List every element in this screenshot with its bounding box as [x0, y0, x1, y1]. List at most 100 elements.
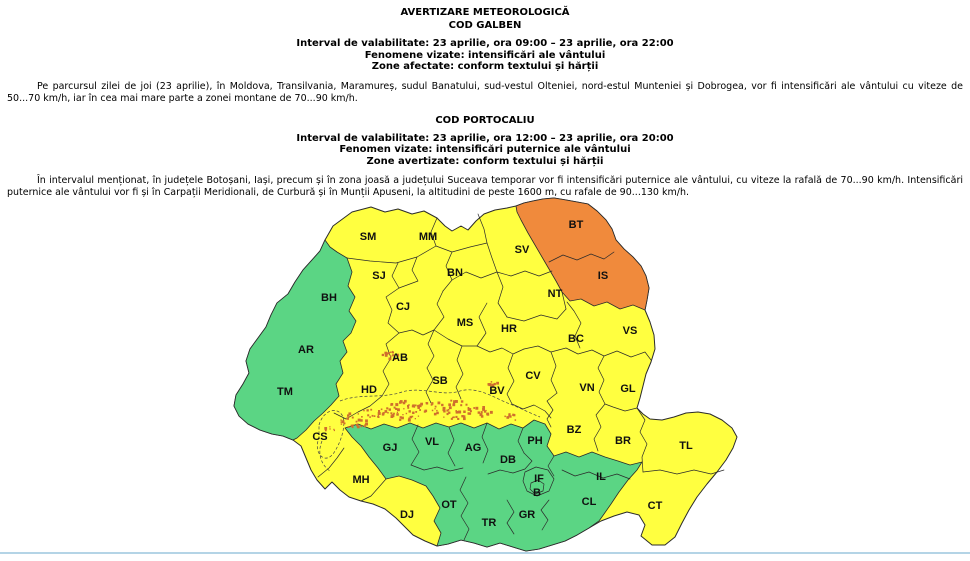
hatch-speckle [453, 400, 456, 403]
hatch-speckle [340, 419, 342, 421]
hatch-speckle [397, 355, 399, 357]
hatch-speckle [377, 412, 381, 415]
county-label-MH: MH [352, 474, 369, 486]
hatch-speckle [469, 413, 471, 415]
hatch-speckle [343, 422, 346, 425]
zone-green-west [233, 239, 357, 441]
orange-mountain-hatching [324, 350, 517, 432]
hatch-speckle [364, 423, 367, 426]
hatch-speckle [450, 417, 453, 420]
portocaliu-description: În intervalul menționat, în județele Bot… [7, 175, 963, 198]
hatch-speckle [417, 415, 420, 417]
hatch-speckle [446, 409, 449, 412]
hatch-speckle [404, 399, 407, 403]
hatch-speckle [365, 419, 368, 423]
hatch-speckle [388, 408, 391, 411]
hatch-speckle [467, 413, 469, 415]
hatch-speckle [382, 412, 385, 415]
zone-orange-northeast [515, 197, 650, 311]
hatch-speckle [458, 410, 462, 414]
hatch-speckle [425, 402, 428, 404]
hatch-speckle [436, 411, 439, 415]
hatch-speckle [414, 404, 417, 407]
hatch-speckle [355, 423, 359, 427]
galben-description: Pe parcursul zilei de joi (23 aprilie), … [7, 80, 963, 104]
hatch-speckle [348, 412, 352, 416]
cod-galben-header: Interval de valabilitate: 23 aprilie, or… [0, 38, 970, 73]
hatch-speckle [419, 409, 421, 411]
hatch-speckle [355, 420, 358, 423]
hatch-speckle [392, 354, 395, 357]
county-labels: SM MM SV BT IS SJ BN NT CJ MS HR BC VS BH AB AR TM HD SB CV… [277, 219, 693, 529]
hatch-speckle [412, 404, 415, 408]
hatch-speckle [463, 410, 466, 413]
hatch-speckle [390, 351, 392, 354]
hatch-speckle [346, 417, 349, 420]
hatch-speckle [423, 410, 426, 413]
hatch-speckle [491, 383, 495, 387]
portocaliu-interval-line: Interval de valabilitate: 23 aprilie, or… [296, 132, 674, 144]
hatch-speckle [424, 409, 428, 413]
hatch-speckle [352, 424, 354, 426]
hatch-speckle [371, 414, 374, 417]
hatch-speckle [360, 425, 363, 428]
hatch-speckle [390, 355, 392, 357]
hatch-speckle [378, 410, 381, 413]
county-label-VN: VN [579, 382, 594, 394]
hatch-speckle [483, 410, 487, 413]
county-label-SV: SV [515, 244, 530, 256]
county-label-IL: IL [596, 471, 606, 483]
hatch-speckle [509, 415, 512, 418]
hatch-speckle [352, 426, 354, 429]
hatch-speckle [407, 418, 411, 422]
hatch-speckle [467, 412, 470, 415]
hatch-speckle [431, 409, 434, 412]
cod-galben-title: COD GALBEN [448, 20, 522, 31]
hatch-speckle [506, 416, 510, 419]
hatch-speckle [417, 407, 420, 409]
hatch-speckle [366, 409, 369, 412]
county-label-TM: TM [277, 386, 293, 398]
county-label-BV: BV [489, 385, 505, 397]
hatch-speckle [482, 408, 484, 410]
hatch-speckle [407, 406, 410, 409]
county-label-GJ: GJ [383, 442, 398, 454]
hatch-speckle [461, 415, 464, 418]
hatch-speckle [402, 401, 406, 405]
hatch-speckle [390, 412, 393, 415]
hatch-speckle [357, 413, 359, 415]
hatch-speckle [333, 428, 335, 431]
hatch-speckle [409, 415, 412, 419]
hatch-speckle [399, 401, 402, 404]
hatch-speckle [434, 408, 436, 410]
county-label-BT: BT [569, 219, 584, 231]
hatch-speckle [436, 409, 438, 412]
bottom-divider-line [0, 552, 970, 554]
hatch-speckle [413, 406, 416, 408]
page-title: AVERTIZARE METEOROLOGICĂ [400, 7, 570, 18]
hatch-speckle [329, 426, 331, 428]
hatch-speckle [399, 418, 402, 421]
hatch-speckle [361, 416, 363, 418]
hatch-speckle [390, 404, 392, 406]
hatch-speckle [442, 406, 446, 410]
hatch-speckle [455, 411, 459, 414]
mountain-zone-dashed-lines [317, 389, 541, 472]
hatch-speckle [493, 382, 496, 386]
hatch-speckle [367, 414, 370, 417]
hatch-speckle [467, 407, 470, 409]
county-label-DB: DB [500, 454, 516, 466]
hatch-speckle [396, 413, 399, 416]
hatch-speckle [347, 414, 350, 417]
hatch-speckle [443, 410, 446, 413]
hatch-speckle [384, 351, 388, 355]
hatch-speckle [448, 406, 452, 410]
hatch-speckle [387, 352, 390, 355]
county-label-AG: AG [465, 442, 482, 454]
hatch-speckle [403, 408, 405, 410]
county-label-BC: BC [568, 333, 584, 345]
hatch-speckle [452, 416, 454, 419]
hatch-speckle [415, 411, 418, 413]
county-label-GL: GL [620, 383, 636, 395]
hatch-speckle [469, 410, 472, 413]
